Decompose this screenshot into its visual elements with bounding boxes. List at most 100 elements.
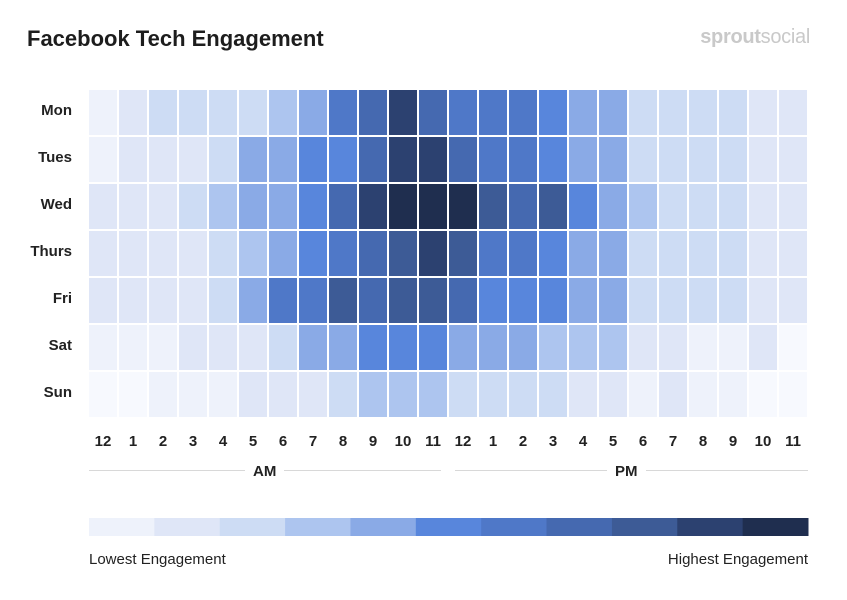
heatmap-cell [629,372,657,417]
heatmap-cell [239,372,267,417]
heatmap-cell [629,90,657,135]
heatmap-cell [509,90,537,135]
heatmap-cell [689,137,717,182]
heatmap-cell [89,184,117,229]
heatmap-cell [239,137,267,182]
heatmap-cell [389,372,417,417]
heatmap-cell [179,184,207,229]
hour-label: 9 [368,433,378,450]
heatmap-cell [149,137,177,182]
heatmap-cell [269,325,297,370]
heatmap-cell [509,278,537,323]
heatmap-cell [569,231,597,276]
heatmap-cell [749,137,777,182]
heatmap-cell [539,231,567,276]
heatmap-cell [119,137,147,182]
hour-label: 12 [454,433,472,450]
hour-label: 6 [638,433,648,450]
heatmap-cell [419,184,447,229]
heatmap-cell [449,372,477,417]
hour-label: 7 [308,433,318,450]
heatmap-cell [629,137,657,182]
row-label: Sat [48,337,72,354]
heatmap-cell [389,278,417,323]
heatmap-cell [179,90,207,135]
heatmap-cell [719,231,747,276]
heatmap-cell [719,278,747,323]
heatmap-cell [119,372,147,417]
heatmap-cell [149,90,177,135]
heatmap-cell [419,90,447,135]
legend-swatch [611,518,678,536]
heatmap-cell [269,372,297,417]
heatmap-cell [569,325,597,370]
heatmap-cell [149,278,177,323]
hour-label: 10 [754,433,772,450]
heatmap-cell [239,184,267,229]
heatmap-cell [89,231,117,276]
heatmap-cell [659,231,687,276]
heatmap-cell [269,137,297,182]
heatmap-cell [209,325,237,370]
heatmap-cell [749,278,777,323]
heatmap-cell [449,90,477,135]
heatmap-cell [539,372,567,417]
legend-swatch [285,518,351,536]
heatmap-cell [659,90,687,135]
hour-label: 8 [698,433,708,450]
heatmap-cell [209,90,237,135]
heatmap-cell [419,325,447,370]
heatmap-cell [599,372,627,417]
heatmap-cell [659,137,687,182]
heatmap-cell [539,184,567,229]
heatmap-cell [239,231,267,276]
heatmap-cell [119,184,147,229]
heatmap-cell [149,372,177,417]
hour-label: 12 [94,433,112,450]
heatmap-cell [179,231,207,276]
heatmap-cell [779,184,807,229]
legend-high-label: Highest Engagement [667,551,808,568]
hour-label: 4 [218,433,228,450]
heatmap-cell [239,325,267,370]
heatmap-cell [449,137,477,182]
heatmap-cell [389,137,417,182]
heatmap-cell [629,325,657,370]
legend-swatch [546,518,613,536]
heatmap-cell [779,137,807,182]
heatmap-cell [779,325,807,370]
heatmap-cell [539,137,567,182]
heatmap-cell [479,184,507,229]
hour-label: 1 [128,433,138,450]
heatmap-cell [479,325,507,370]
heatmap-cell [209,231,237,276]
sproutsocial-logo: sproutsocial [700,26,810,48]
heatmap-cell [569,137,597,182]
heatmap-cell [689,90,717,135]
row-label: Sun [43,384,72,401]
heatmap-cell [299,231,327,276]
heatmap-cell [689,372,717,417]
heatmap-cell [689,231,717,276]
am-label: AM [245,463,285,480]
heatmap-cell [479,231,507,276]
heatmap-cell [299,184,327,229]
hour-label: 7 [668,433,678,450]
heatmap-cell [689,278,717,323]
legend-swatch [415,518,482,536]
heatmap-cell [599,184,627,229]
heatmap-cell [509,184,537,229]
row-label: Wed [40,196,72,213]
heatmap-cell [719,325,747,370]
heatmap-cell [419,278,447,323]
hour-label: 11 [785,433,801,450]
hour-label: 10 [394,433,412,450]
heatmap-cell [389,325,417,370]
heatmap-cell [329,90,357,135]
heatmap-cell [419,137,447,182]
row-label: Thurs [30,243,72,260]
heatmap-cell [119,90,147,135]
heatmap-cell [749,184,777,229]
heatmap-cell [719,137,747,182]
